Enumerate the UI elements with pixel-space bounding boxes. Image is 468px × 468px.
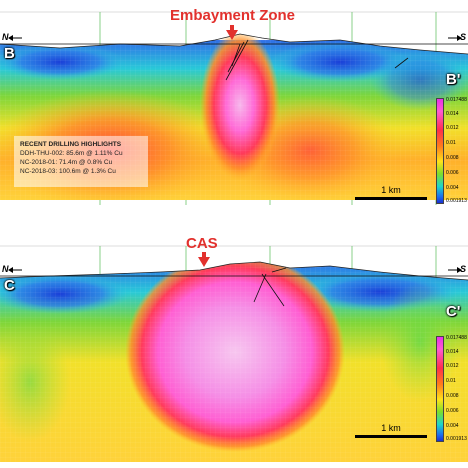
legend-label: 0.017488: [446, 335, 467, 341]
drill-hole-trace: [394, 57, 409, 69]
legend-label: 0.006: [446, 170, 459, 176]
arrow-stem: [202, 252, 206, 257]
drill-hole-trace: [271, 267, 287, 273]
legend-label: 0.008: [446, 155, 459, 161]
color-scale-legend: 0.017488 0.014 0.012 0.01 0.008 0.006 0.…: [436, 335, 467, 442]
south-label: S: [460, 264, 467, 274]
north-label: N: [2, 264, 9, 274]
arrow-stem: [230, 25, 234, 30]
section-b-panel: Embayment Zone N S B B' RECENT DRILLING …: [0, 0, 468, 210]
legend-label: 0.006: [446, 408, 459, 414]
section-c-panel: CAS N S C C' 0.017488 0.014 0.012 0.01 0…: [0, 232, 468, 468]
drilling-highlights-heading: RECENT DRILLING HIGHLIGHTS: [20, 141, 122, 148]
legend-label: 0.004: [446, 185, 459, 191]
scale-bar-label: 1 km: [381, 423, 401, 433]
legend-label: 0.008: [446, 393, 459, 399]
legend-label: 0.01: [446, 140, 456, 146]
legend-label: 0.014: [446, 349, 459, 355]
legend-label: 0.012: [446, 125, 459, 131]
down-arrow-icon: [198, 257, 210, 267]
drill-hole-trace: [227, 41, 245, 73]
drill-hole-trace: [261, 273, 285, 307]
color-scale-bar: [436, 98, 444, 204]
color-scale-bar: [436, 336, 444, 442]
section-left-label: C: [4, 277, 15, 294]
drill-hole-trace: [253, 273, 267, 303]
section-right-label: C': [446, 303, 461, 320]
section-left-label: B: [4, 45, 15, 62]
down-arrow-icon: [226, 30, 238, 40]
section-right-label: B': [446, 71, 461, 88]
legend-label: 0.004: [446, 423, 459, 429]
south-label: S: [460, 32, 467, 42]
drilling-highlights-box: RECENT DRILLING HIGHLIGHTS DDH-THU-002: …: [14, 136, 148, 187]
legend-label: 0.014: [446, 111, 459, 117]
north-label: N: [2, 32, 9, 42]
legend-label: 0.001913: [446, 436, 467, 442]
drill-hole-trace: [225, 39, 249, 81]
scale-bar-label: 1 km: [381, 185, 401, 195]
legend-label: 0.017488: [446, 97, 467, 103]
scale-bar-line: [355, 197, 427, 200]
section-b-resistivity-plot: [0, 11, 468, 205]
legend-label: 0.012: [446, 363, 459, 369]
scale-bar-line: [355, 435, 427, 438]
drilling-row: NC-2018-03: 100.6m @ 1.3% Cu: [20, 168, 116, 175]
drill-hole-trace: [231, 43, 241, 67]
color-scale-legend: 0.017488 0.014 0.012 0.01 0.008 0.006 0.…: [436, 97, 467, 204]
legend-label: 0.001913: [446, 198, 467, 204]
section-b-title: Embayment Zone: [170, 7, 296, 24]
drilling-row: DDH-THU-002: 85.6m @ 1.11% Cu: [20, 150, 123, 157]
legend-label: 0.01: [446, 378, 456, 384]
section-c-title: CAS: [186, 235, 218, 252]
drilling-row: NC-2018-01: 71.4m @ 0.8% Cu: [20, 159, 113, 166]
